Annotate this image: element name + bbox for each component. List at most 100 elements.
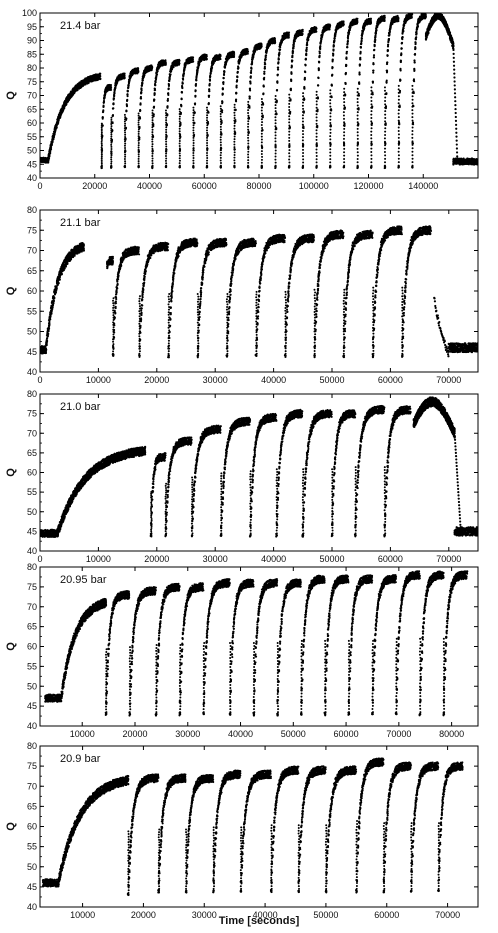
data-point (356, 101, 359, 104)
data-point (192, 116, 195, 119)
data-point (137, 112, 140, 115)
data-point (358, 73, 361, 76)
data-point (332, 48, 335, 51)
data-point (126, 99, 129, 102)
y-tick-label: 70 (27, 91, 37, 101)
data-point (153, 87, 156, 90)
data-point (109, 88, 113, 91)
data-point (206, 162, 209, 165)
data-point (110, 143, 113, 146)
data-point (100, 157, 103, 160)
data-point (246, 165, 250, 169)
data-point (247, 120, 250, 123)
data-point (342, 165, 346, 169)
data-point (315, 100, 318, 103)
data-point (372, 54, 376, 57)
data-point (124, 122, 127, 125)
data-point (151, 123, 154, 126)
data-point (260, 43, 263, 46)
data-point (315, 116, 318, 119)
data-point (315, 119, 318, 122)
data-point (247, 131, 250, 134)
data-point (110, 154, 113, 157)
data-point (356, 157, 359, 160)
data-point (237, 66, 240, 69)
data-point (233, 119, 236, 122)
data-point (206, 157, 209, 160)
data-point (274, 110, 277, 113)
data-point (260, 158, 263, 161)
data-point (209, 72, 212, 75)
data-point (233, 156, 236, 159)
data-point (304, 63, 307, 66)
data-point (262, 84, 265, 87)
data-point (164, 59, 167, 62)
data-point (301, 129, 304, 132)
data-point (331, 52, 335, 55)
data-point (301, 32, 304, 36)
data-point (103, 96, 106, 99)
data-point (329, 99, 332, 102)
data-point (205, 57, 208, 61)
data-point (343, 131, 346, 134)
data-point (123, 129, 126, 132)
data-point (164, 63, 167, 66)
data-point (301, 142, 304, 145)
data-point (233, 124, 236, 127)
data-point (233, 103, 236, 106)
data-point (165, 135, 168, 138)
y-tick-label: 80 (27, 63, 37, 73)
data-point (206, 139, 209, 142)
y-tick-label: 40 (27, 173, 37, 183)
data-point (233, 127, 236, 130)
data-point (233, 111, 236, 114)
data-point (100, 162, 103, 165)
data-point (233, 140, 236, 143)
data-point (287, 31, 291, 34)
data-point (139, 103, 142, 106)
data-point (124, 162, 127, 165)
data-point (370, 106, 373, 109)
data-point (329, 135, 332, 138)
data-point (236, 75, 239, 78)
data-point (178, 130, 181, 133)
data-point (192, 124, 195, 127)
data-point (342, 137, 345, 140)
data-point (192, 131, 195, 134)
data-point (247, 161, 250, 164)
data-point (372, 56, 375, 59)
data-point (342, 23, 345, 26)
data-point (346, 42, 349, 45)
data-point (233, 116, 236, 119)
data-point (250, 67, 253, 70)
data-point (315, 165, 318, 169)
data-point (370, 103, 373, 106)
data-point (329, 131, 332, 134)
data-point (315, 126, 318, 129)
data-point (192, 136, 195, 139)
data-point (361, 32, 364, 35)
data-point (261, 112, 264, 115)
data-point (343, 161, 346, 164)
data-point (315, 154, 318, 157)
data-point (167, 83, 170, 86)
data-point (205, 55, 208, 58)
data-point (356, 127, 359, 130)
data-point (123, 72, 126, 75)
data-point (315, 93, 318, 96)
data-point (369, 17, 373, 20)
data-point (219, 115, 222, 118)
data-point (137, 141, 140, 144)
data-point (181, 85, 184, 88)
data-point (233, 106, 236, 109)
data-point (370, 127, 373, 130)
data-point (137, 121, 140, 124)
data-point (370, 134, 373, 136)
data-point (373, 44, 376, 47)
data-point (344, 81, 347, 84)
data-point (277, 61, 280, 64)
data-point (235, 91, 238, 94)
data-point (371, 80, 374, 83)
data-point (356, 87, 359, 90)
data-point (124, 131, 127, 134)
